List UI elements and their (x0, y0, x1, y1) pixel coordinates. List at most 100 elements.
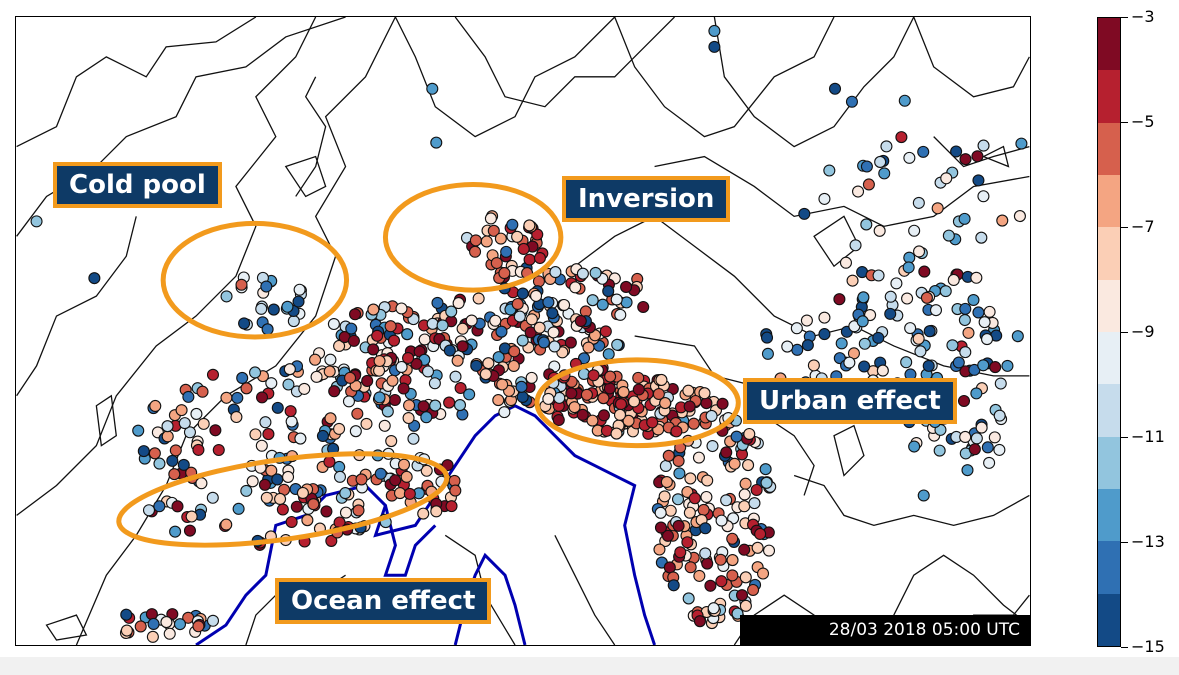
contour-line (763, 415, 815, 496)
station-point (328, 385, 341, 398)
station-point (482, 357, 495, 370)
station-point (310, 370, 323, 383)
station-point (754, 527, 767, 540)
station-point (684, 561, 697, 574)
station-point (307, 498, 320, 511)
colorbar-tick (1121, 541, 1128, 543)
station-point (873, 224, 886, 237)
callout-ocean-effect: Ocean effect (275, 578, 492, 624)
station-point (182, 390, 195, 403)
station-point (701, 557, 714, 570)
station-point (994, 377, 1007, 390)
station-point (993, 443, 1006, 456)
station-point (742, 459, 755, 472)
station-point (977, 359, 990, 372)
station-point (547, 326, 560, 339)
station-point (693, 615, 706, 628)
station-point (908, 440, 921, 453)
station-point (807, 359, 820, 372)
station-point (674, 546, 687, 559)
station-point (818, 328, 831, 341)
station-point (654, 506, 667, 519)
station-point (431, 296, 444, 309)
callout-ocean-effect-label: Ocean effect (291, 586, 476, 616)
station-point (940, 172, 953, 185)
station-point (839, 256, 853, 269)
colorbar-tick (1121, 646, 1128, 648)
station-point (970, 387, 983, 400)
station-point (402, 411, 415, 425)
station-point (498, 406, 511, 419)
station-point (663, 561, 676, 574)
station-point (961, 464, 974, 477)
station-point (761, 347, 774, 360)
station-point (259, 416, 272, 429)
contour-line (913, 17, 1030, 98)
station-point (967, 293, 980, 307)
station-point (947, 273, 960, 286)
station-point (296, 486, 309, 500)
station-point (393, 487, 407, 500)
station-point (610, 427, 623, 440)
station-point (914, 345, 927, 358)
temperature-map: Cold pool Inversion Urban effect Ocean e… (15, 16, 1031, 646)
station-point (659, 459, 672, 473)
station-point (168, 468, 181, 481)
station-point (516, 390, 529, 404)
station-point (220, 391, 233, 404)
station-point (845, 95, 858, 108)
station-point (195, 477, 208, 490)
station-point (355, 473, 368, 486)
station-point (169, 444, 182, 457)
station-point (599, 325, 612, 338)
contour-line (444, 534, 516, 645)
station-point (972, 174, 985, 187)
station-point (430, 505, 443, 518)
station-point (720, 494, 733, 507)
station-point (977, 139, 990, 152)
station-point (791, 343, 804, 356)
station-point (240, 382, 253, 395)
station-point (374, 467, 387, 480)
station-point (950, 145, 963, 158)
station-point (484, 212, 497, 225)
station-point (878, 167, 891, 180)
station-point (975, 421, 988, 434)
station-point (576, 408, 589, 421)
station-point (516, 334, 529, 347)
callout-inversion-label: Inversion (578, 184, 715, 214)
station-point (349, 308, 362, 321)
colorbar-segment (1098, 227, 1120, 280)
station-point (958, 212, 971, 225)
station-point (134, 620, 147, 633)
station-point (646, 416, 659, 429)
station-point (858, 337, 871, 350)
highlight-ellipses (116, 181, 741, 548)
station-point (360, 417, 373, 430)
station-point (525, 313, 538, 326)
station-point (748, 497, 761, 510)
station-point (261, 323, 274, 336)
station-point (367, 343, 380, 356)
station-point (325, 534, 338, 547)
station-point (586, 414, 599, 427)
station-point (762, 544, 776, 557)
station-point (470, 359, 483, 372)
station-point (989, 361, 1002, 374)
station-point (386, 374, 399, 387)
station-point (823, 164, 836, 177)
station-point (456, 322, 469, 335)
station-point (271, 401, 284, 414)
station-point (490, 256, 503, 270)
station-point (1011, 330, 1024, 343)
station-point (959, 346, 972, 359)
station-point (533, 321, 546, 334)
station-point (400, 470, 413, 483)
station-point (708, 24, 721, 37)
station-point (271, 473, 284, 486)
station-point (344, 371, 357, 384)
colorbar-segment (1098, 70, 1120, 123)
station-point (860, 218, 873, 231)
station-point (872, 331, 885, 344)
station-point (418, 333, 431, 346)
